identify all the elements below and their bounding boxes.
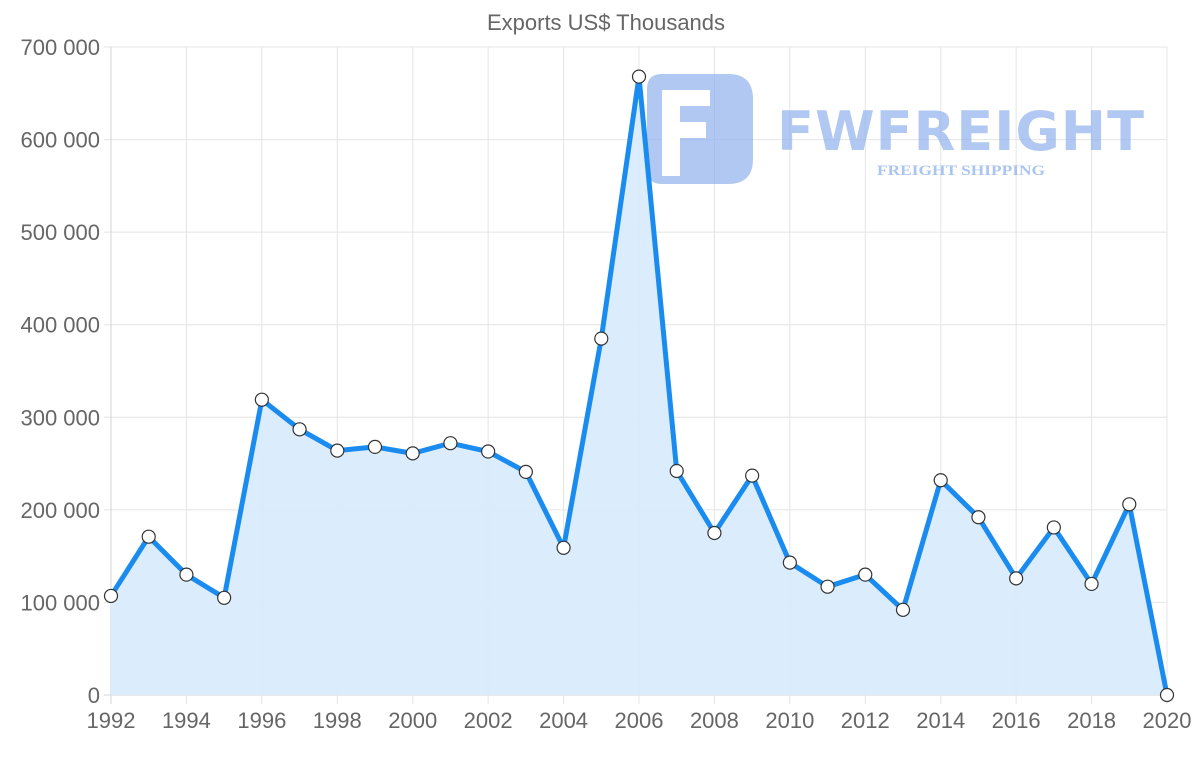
x-tick-label: 1996 [237,708,286,733]
data-point[interactable] [1084,576,1099,592]
x-tick-label: 2008 [690,708,739,733]
data-point[interactable] [481,444,496,459]
x-tick-label: 2014 [916,708,965,733]
y-tick-label: 700 000 [20,35,100,60]
data-point[interactable] [669,463,684,479]
data-point[interactable] [330,443,345,458]
y-tick-label: 300 000 [20,405,100,430]
x-tick-label: 1998 [313,708,362,733]
x-axis: 1992 1994 1996 1998 2000 2002 2004 2006 2008 2010… [87,708,1192,733]
y-tick-label: 200 000 [20,498,100,523]
data-point[interactable] [292,422,307,437]
data-point[interactable] [933,473,948,488]
data-point[interactable] [858,567,873,582]
area-fill [111,76,1167,695]
data-point[interactable] [367,439,383,455]
fwfreight-watermark: FWFREIGHT FREIGHT SHIPPING [647,74,1145,184]
data-point[interactable] [745,468,760,483]
x-tick-label: 2012 [841,708,890,733]
data-point[interactable] [103,588,119,604]
y-tick-label: 500 000 [20,220,100,245]
data-point[interactable] [895,602,911,617]
data-point[interactable] [1159,687,1175,703]
x-tick-label: 2018 [1067,708,1116,733]
fwfreight-logo-icon [647,74,753,184]
data-point[interactable] [405,446,420,461]
y-axis: 0 100 000 200 000 300 000 400 000 500 000 600 … [20,35,100,708]
data-points [103,69,1175,703]
y-tick-label: 400 000 [20,313,100,338]
x-tick-label: 1992 [87,708,136,733]
chart-title: Exports US$ Thousands [487,10,725,35]
data-point[interactable] [443,436,458,451]
data-point[interactable] [820,579,835,594]
x-tick-label: 2000 [388,708,437,733]
data-point[interactable] [518,464,533,480]
x-tick-label: 1994 [162,708,211,733]
x-tick-label: 2004 [539,708,588,733]
data-point[interactable] [217,590,232,605]
x-tick-label: 2006 [615,708,664,733]
data-point[interactable] [141,529,156,544]
x-tick-label: 2016 [992,708,1041,733]
watermark-tagline: FREIGHT SHIPPING [877,163,1045,179]
y-tick-label: 0 [88,683,100,708]
data-point[interactable] [556,540,571,555]
data-point[interactable] [971,510,986,525]
x-tick-label: 2010 [765,708,814,733]
x-tick-label: 2002 [464,708,513,733]
y-tick-label: 100 000 [20,590,100,615]
data-point[interactable] [1009,571,1024,586]
y-tick-label: 600 000 [20,128,100,153]
x-tick-label: 2020 [1143,708,1192,733]
watermark-wordmark: FWFREIGHT [777,100,1145,163]
data-point[interactable] [254,392,269,407]
data-point[interactable] [707,525,722,541]
data-point[interactable] [782,555,797,570]
data-point[interactable] [631,69,647,84]
data-point[interactable] [1046,520,1061,535]
data-point[interactable] [179,567,194,582]
data-point[interactable] [594,331,609,346]
data-point[interactable] [1122,497,1137,512]
